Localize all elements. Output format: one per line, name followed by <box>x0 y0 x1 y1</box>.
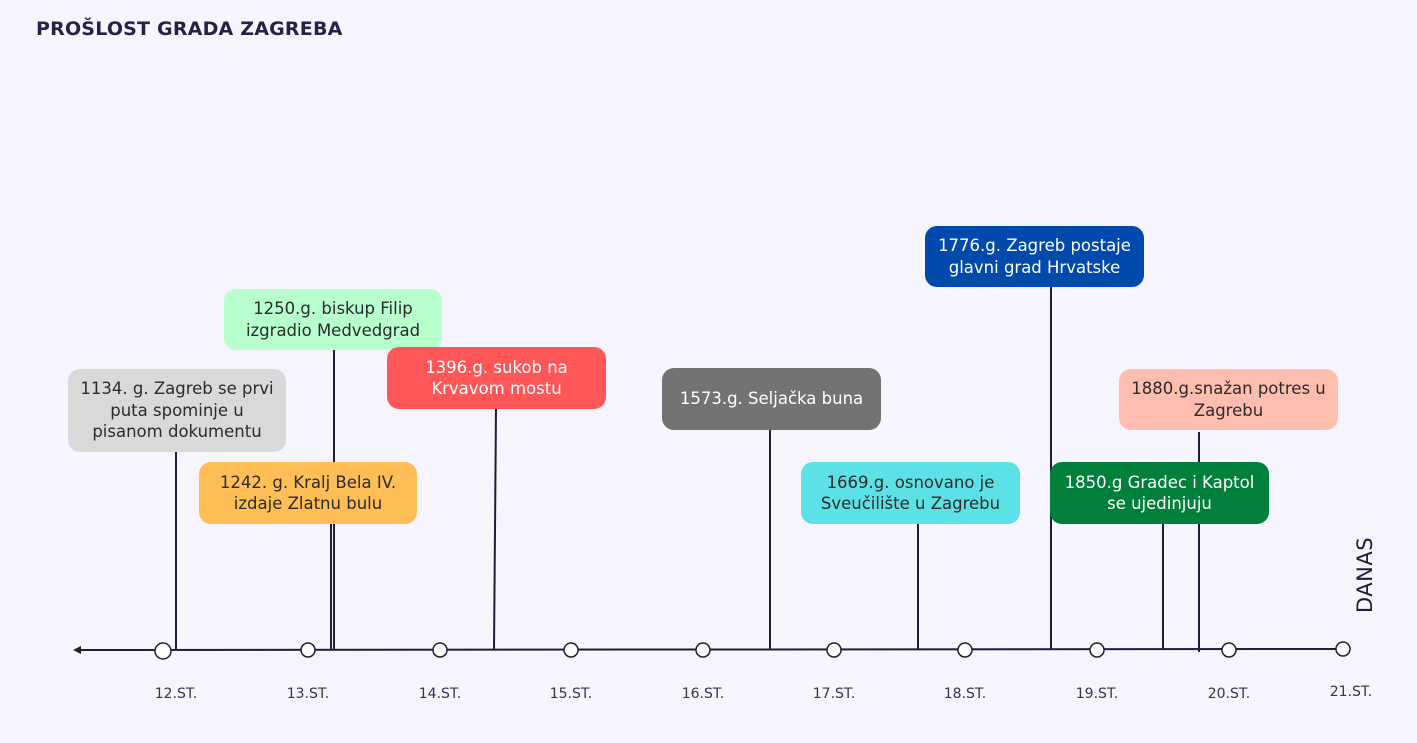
century-marker-13 <box>300 642 316 658</box>
connector-1396 <box>493 408 497 651</box>
event-box-1134: 1134. g. Zagreb se prvi puta spominje u … <box>68 369 286 452</box>
century-marker-15 <box>563 642 579 658</box>
axis-arrow-left-icon <box>73 646 81 654</box>
event-box-1573: 1573.g. Seljačka buna <box>662 368 881 430</box>
century-label-13: 13.ST. <box>286 686 330 702</box>
event-text-1850: 1850.g Gradec i Kaptol se ujedinjuju <box>1064 472 1255 513</box>
page-title: PROŠLOST GRADA ZAGREBA <box>36 18 343 40</box>
event-box-1880: 1880.g.snažan potres u Zagrebu <box>1119 369 1338 430</box>
century-label-17: 17.ST. <box>812 686 856 702</box>
century-marker-18 <box>957 642 973 658</box>
event-text-1776: 1776.g. Zagreb postaje glavni grad Hrvat… <box>938 236 1131 277</box>
century-label-14: 14.ST. <box>418 686 462 702</box>
event-text-1134: 1134. g. Zagreb se prvi puta spominje u … <box>80 379 274 442</box>
century-marker-19 <box>1089 642 1105 658</box>
event-box-1669: 1669.g. osnovano je Sveučilište u Zagreb… <box>801 462 1020 524</box>
century-label-18: 18.ST. <box>943 686 987 702</box>
event-text-1242: 1242. g. Kralj Bela IV. izdaje Zlatnu bu… <box>219 472 397 513</box>
event-text-1250: 1250.g. biskup Filip izgradio Medvedgrad <box>245 299 421 340</box>
century-marker-16 <box>695 642 711 658</box>
event-box-1396: 1396.g. sukob na Krvavom mostu <box>387 347 606 409</box>
century-label-16: 16.ST. <box>681 686 725 702</box>
end-label-danas: DANAS <box>1353 536 1377 614</box>
event-box-1850: 1850.g Gradec i Kaptol se ujedinjuju <box>1050 462 1269 524</box>
century-label-12: 12.ST. <box>154 686 198 702</box>
event-text-1880: 1880.g.snažan potres u Zagrebu <box>1131 379 1326 420</box>
century-label-19: 19.ST. <box>1075 686 1119 702</box>
event-box-1250: 1250.g. biskup Filip izgradio Medvedgrad <box>224 289 442 350</box>
event-text-1573: 1573.g. Seljačka buna <box>679 389 864 409</box>
century-label-20: 20.ST. <box>1207 686 1251 702</box>
event-box-1242: 1242. g. Kralj Bela IV. izdaje Zlatnu bu… <box>199 462 417 524</box>
event-text-1669: 1669.g. osnovano je Sveučilište u Zagreb… <box>820 472 1001 513</box>
century-marker-21 <box>1335 641 1351 657</box>
century-marker-14 <box>432 642 448 658</box>
century-marker-12 <box>154 642 172 660</box>
century-label-21: 21.ST. <box>1329 684 1373 700</box>
century-label-15: 15.ST. <box>549 686 593 702</box>
event-box-1776: 1776.g. Zagreb postaje glavni grad Hrvat… <box>925 226 1144 287</box>
century-marker-17 <box>826 642 842 658</box>
century-marker-20 <box>1221 642 1237 658</box>
event-text-1396: 1396.g. sukob na Krvavom mostu <box>425 357 568 398</box>
